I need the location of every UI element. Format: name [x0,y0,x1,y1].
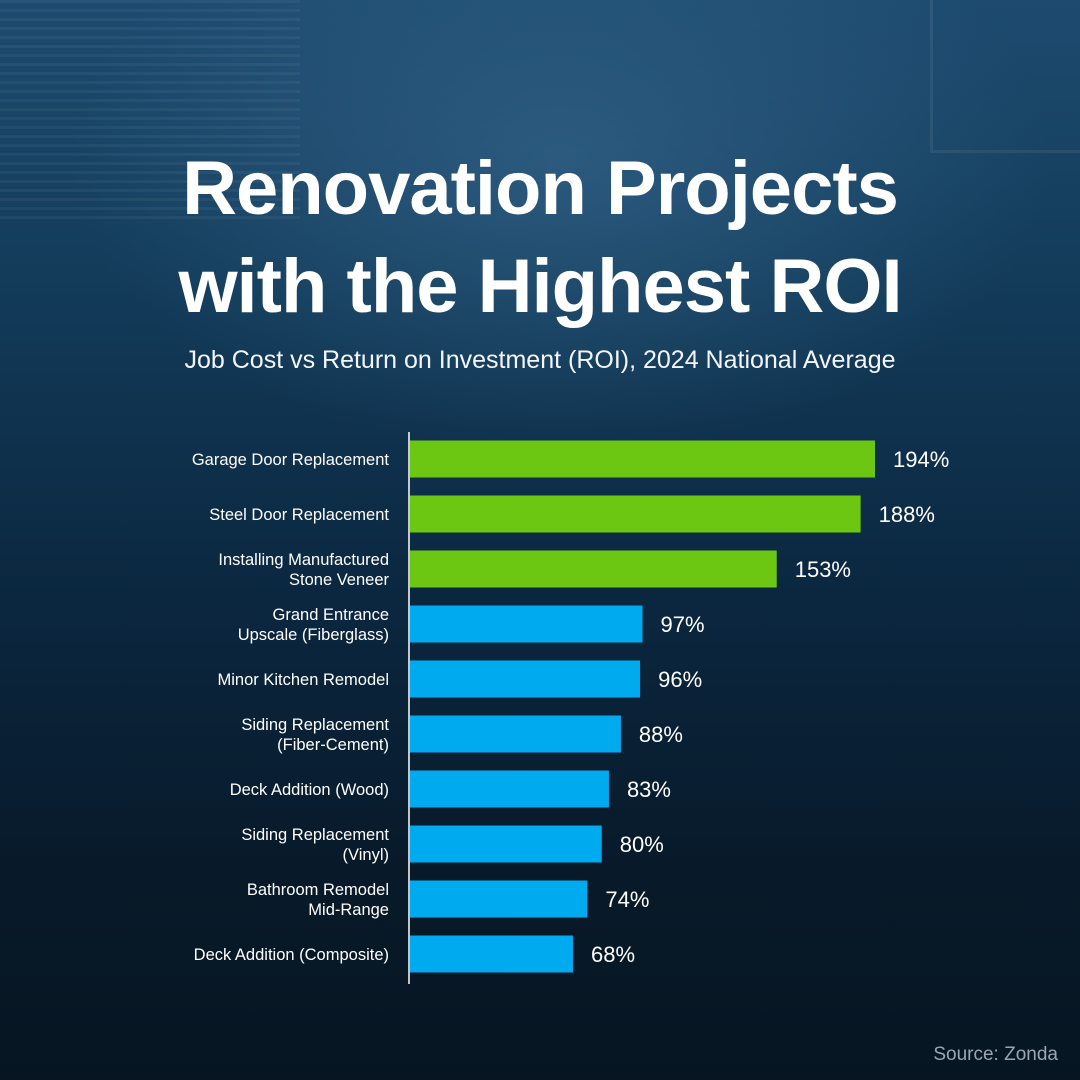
bar-10 [410,935,573,973]
bar-5 [410,660,641,698]
source-note: Source: Zonda [933,1044,1058,1065]
bar-value-label-10: 68% [591,942,635,967]
bar-8 [410,825,602,863]
chart-subtitle: Job Cost vs Return on Investment (ROI), … [184,346,896,374]
background-window-blinds [0,0,300,220]
bar-value-label-8: 80% [620,832,664,857]
bar-1 [410,440,875,478]
bar-value-label-3: 153% [795,557,851,582]
bar-6 [410,715,621,753]
category-label-6: Siding Replacement (Fiber-Cement) [241,716,389,754]
category-label-7: Deck Addition (Wood) [230,781,389,799]
category-label-1: Garage Door Replacement [192,451,390,469]
bar-value-label-4: 97% [661,612,705,637]
background-picture-frame [930,0,1080,153]
page-title: Renovation Projects with the Highest ROI [0,140,1080,336]
category-label-8: Siding Replacement (Vinyl) [241,826,389,864]
bar-value-label-9: 74% [605,887,649,912]
title-line-2: with the Highest ROI [178,244,902,329]
category-label-4: Grand Entrance Upscale (Fiberglass) [238,606,389,644]
bar-7 [410,770,609,808]
bar-value-label-1: 194% [893,447,949,472]
category-label-5: Minor Kitchen Remodel [218,671,390,689]
bar-value-label-6: 88% [639,722,683,747]
bar-value-label-7: 83% [627,777,671,802]
title-line-1: Renovation Projects [182,146,899,231]
bar-4 [410,605,643,643]
bar-2 [410,495,861,533]
category-label-2: Steel Door Replacement [209,506,389,524]
bar-9 [410,880,588,918]
bar-value-label-5: 96% [658,667,702,692]
category-label-9: Bathroom Remodel Mid-Range [247,881,389,919]
category-label-10: Deck Addition (Composite) [194,946,389,964]
bar-3 [410,550,777,588]
bar-value-label-2: 188% [879,502,935,527]
category-label-3: Installing Manufactured Stone Veneer [218,551,389,589]
